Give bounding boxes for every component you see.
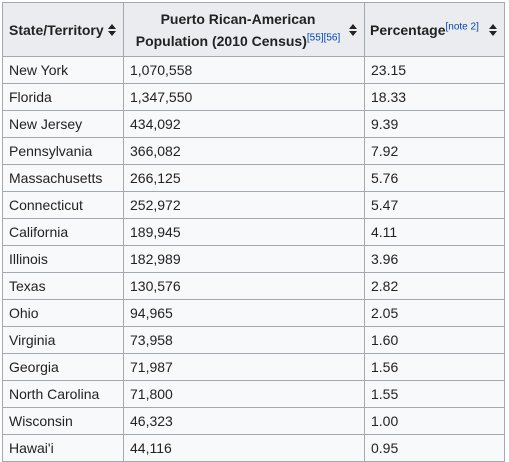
column-header-label: Percentage xyxy=(370,21,446,38)
state-cell: Pennsylvania xyxy=(2,137,124,165)
sort-icon[interactable] xyxy=(489,23,497,36)
state-cell: California xyxy=(2,218,124,246)
population-cell: 189,945 xyxy=(123,218,365,246)
state-cell: Ohio xyxy=(2,299,124,327)
percentage-cell: 0.95 xyxy=(364,434,505,462)
state-cell: Connecticut xyxy=(2,191,124,219)
table-row: Hawai'i 44,116 0.95 xyxy=(2,434,505,462)
population-cell: 46,323 xyxy=(123,407,365,435)
percentage-cell: 9.39 xyxy=(364,110,505,138)
table-row: Texas 130,576 2.82 xyxy=(2,272,505,300)
table-row: Massachusetts 266,125 5.76 xyxy=(2,164,505,192)
table-row: Ohio 94,965 2.05 xyxy=(2,299,505,327)
percentage-cell: 4.11 xyxy=(364,218,505,246)
state-cell: Virginia xyxy=(2,326,124,354)
state-cell: Florida xyxy=(2,83,124,111)
population-cell: 71,987 xyxy=(123,353,365,381)
table-row: New Jersey 434,092 9.39 xyxy=(2,110,505,138)
sort-icon[interactable] xyxy=(349,23,357,36)
note-link[interactable]: [note 2] xyxy=(445,20,479,32)
state-cell: New York xyxy=(2,56,124,84)
table-row: Illinois 182,989 3.96 xyxy=(2,245,505,273)
percentage-cell: 18.33 xyxy=(364,83,505,111)
percentage-cell: 1.55 xyxy=(364,380,505,408)
column-header-percentage[interactable]: Percentage[note 2] xyxy=(364,2,505,57)
percentage-cell: 3.96 xyxy=(364,245,505,273)
population-cell: 266,125 xyxy=(123,164,365,192)
percentage-cell: 2.82 xyxy=(364,272,505,300)
population-cell: 44,116 xyxy=(123,434,365,462)
population-cell: 182,989 xyxy=(123,245,365,273)
table-row: Florida 1,347,550 18.33 xyxy=(2,83,505,111)
percentage-cell: 7.92 xyxy=(364,137,505,165)
percentage-cell: 23.15 xyxy=(364,56,505,84)
column-header-state[interactable]: State/Territory xyxy=(2,2,124,57)
table-body: New York 1,070,558 23.15 Florida 1,347,550 18… xyxy=(2,56,505,462)
population-cell: 94,965 xyxy=(123,299,365,327)
state-cell: Illinois xyxy=(2,245,124,273)
state-cell: Hawai'i xyxy=(2,434,124,462)
percentage-cell: 1.00 xyxy=(364,407,505,435)
table-row: North Carolina 71,800 1.55 xyxy=(2,380,505,408)
table-row: Wisconsin 46,323 1.00 xyxy=(2,407,505,435)
state-cell: New Jersey xyxy=(2,110,124,138)
population-cell: 73,958 xyxy=(123,326,365,354)
population-cell: 130,576 xyxy=(123,272,365,300)
percentage-cell: 1.60 xyxy=(364,326,505,354)
population-cell: 71,800 xyxy=(123,380,365,408)
state-cell: Georgia xyxy=(2,353,124,381)
table-row: California 189,945 4.11 xyxy=(2,218,505,246)
column-header-label: State/Territory xyxy=(9,21,104,38)
header-row: State/Territory Puerto Rican-American Po… xyxy=(2,2,505,57)
table-row: Connecticut 252,972 5.47 xyxy=(2,191,505,219)
table-row: Virginia 73,958 1.60 xyxy=(2,326,505,354)
population-cell: 366,082 xyxy=(123,137,365,165)
population-cell: 1,070,558 xyxy=(123,56,365,84)
citation-link[interactable]: [55][56] xyxy=(306,31,341,43)
state-cell: Wisconsin xyxy=(2,407,124,435)
state-cell: North Carolina xyxy=(2,380,124,408)
column-header-label: Puerto Rican-American Population (2010 C… xyxy=(135,10,316,49)
state-cell: Texas xyxy=(2,272,124,300)
population-cell: 252,972 xyxy=(123,191,365,219)
percentage-cell: 5.76 xyxy=(364,164,505,192)
population-cell: 1,347,550 xyxy=(123,83,365,111)
percentage-cell: 1.56 xyxy=(364,353,505,381)
table-row: New York 1,070,558 23.15 xyxy=(2,56,505,84)
state-cell: Massachusetts xyxy=(2,164,124,192)
column-header-population[interactable]: Puerto Rican-American Population (2010 C… xyxy=(123,2,365,57)
sort-icon[interactable] xyxy=(108,23,116,36)
table-row: Georgia 71,987 1.56 xyxy=(2,353,505,381)
percentage-cell: 2.05 xyxy=(364,299,505,327)
table-row: Pennsylvania 366,082 7.92 xyxy=(2,137,505,165)
population-cell: 434,092 xyxy=(123,110,365,138)
percentage-cell: 5.47 xyxy=(364,191,505,219)
